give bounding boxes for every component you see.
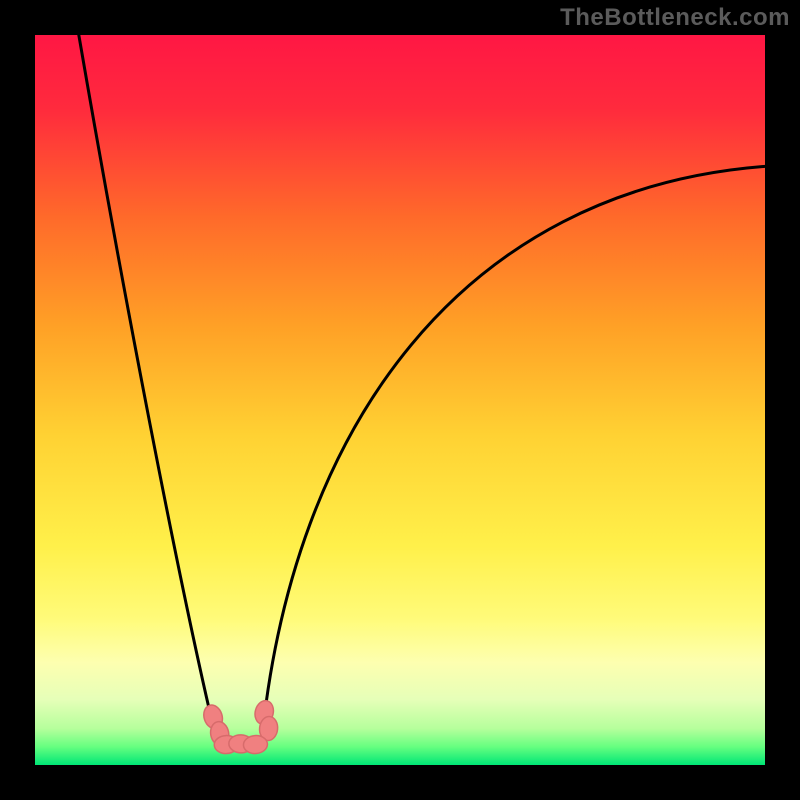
watermark-text: TheBottleneck.com [560,4,790,32]
bottleneck-curve-chart [0,0,800,800]
chart-stage: TheBottleneck.com [0,0,800,800]
